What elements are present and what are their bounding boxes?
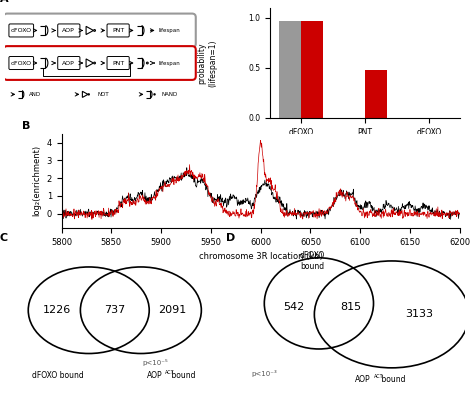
Text: AND: AND bbox=[29, 92, 42, 97]
Text: 1226: 1226 bbox=[43, 305, 72, 315]
Bar bbox=[279, 21, 301, 118]
Text: p<10⁻⁵: p<10⁻⁵ bbox=[143, 359, 168, 366]
Text: dFOXO: dFOXO bbox=[11, 28, 32, 33]
Polygon shape bbox=[86, 59, 93, 67]
Text: bound: bound bbox=[169, 371, 196, 380]
Text: NOT: NOT bbox=[97, 92, 109, 97]
Text: PNT: PNT bbox=[112, 61, 124, 66]
Text: AOP: AOP bbox=[147, 371, 163, 380]
FancyBboxPatch shape bbox=[58, 57, 80, 70]
Text: dFOXO bound: dFOXO bound bbox=[32, 371, 83, 380]
Text: AOP: AOP bbox=[356, 375, 371, 384]
Polygon shape bbox=[146, 91, 150, 98]
Text: 2091: 2091 bbox=[158, 305, 186, 315]
Polygon shape bbox=[18, 91, 22, 98]
Y-axis label: log₂(enrichment): log₂(enrichment) bbox=[32, 145, 41, 216]
Text: AOP: AOP bbox=[63, 61, 75, 66]
Text: ACT: ACT bbox=[165, 370, 174, 375]
Polygon shape bbox=[40, 58, 46, 68]
Text: PNT: PNT bbox=[112, 28, 124, 33]
Bar bbox=[365, 70, 387, 118]
Polygon shape bbox=[137, 26, 142, 35]
Text: 3133: 3133 bbox=[405, 309, 433, 320]
Text: dFOXO
bound: dFOXO bound bbox=[300, 251, 325, 271]
FancyBboxPatch shape bbox=[9, 24, 34, 37]
Circle shape bbox=[154, 94, 155, 95]
FancyBboxPatch shape bbox=[3, 46, 196, 80]
FancyBboxPatch shape bbox=[9, 57, 34, 70]
X-axis label: chromosome 3R location (kb): chromosome 3R location (kb) bbox=[199, 252, 323, 261]
Text: ACT: ACT bbox=[374, 374, 383, 379]
Text: AOP: AOP bbox=[63, 28, 75, 33]
Text: NAND: NAND bbox=[161, 92, 177, 97]
Circle shape bbox=[94, 62, 95, 64]
Text: p<10⁻³: p<10⁻³ bbox=[251, 370, 277, 377]
Text: C: C bbox=[0, 233, 7, 243]
Text: lifespan: lifespan bbox=[159, 28, 181, 33]
Text: 542: 542 bbox=[283, 301, 304, 312]
Text: 737: 737 bbox=[104, 305, 126, 315]
Text: lifespan: lifespan bbox=[159, 61, 181, 66]
Text: A: A bbox=[0, 0, 9, 4]
Circle shape bbox=[94, 29, 95, 31]
Polygon shape bbox=[40, 26, 46, 35]
Circle shape bbox=[88, 94, 90, 95]
FancyBboxPatch shape bbox=[58, 24, 80, 37]
Text: bound: bound bbox=[379, 375, 406, 384]
Polygon shape bbox=[137, 58, 142, 68]
FancyBboxPatch shape bbox=[107, 57, 129, 70]
Polygon shape bbox=[86, 26, 93, 35]
Y-axis label: probability
(lifespan=1): probability (lifespan=1) bbox=[198, 39, 217, 86]
Text: 815: 815 bbox=[340, 301, 361, 312]
FancyBboxPatch shape bbox=[107, 24, 129, 37]
Bar bbox=[301, 21, 323, 118]
Text: D: D bbox=[226, 233, 235, 243]
Circle shape bbox=[146, 62, 148, 64]
Polygon shape bbox=[82, 91, 88, 97]
Text: B: B bbox=[22, 121, 30, 131]
FancyBboxPatch shape bbox=[3, 14, 196, 47]
Text: dFOXO: dFOXO bbox=[11, 61, 32, 66]
